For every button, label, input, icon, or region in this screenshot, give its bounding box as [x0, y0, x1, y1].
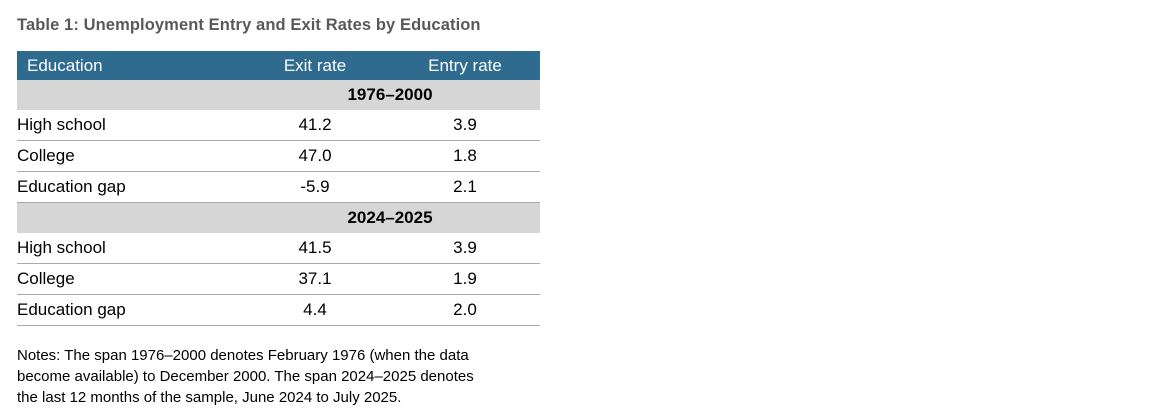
education-rates-table: Education Exit rate Entry rate 1976–2000… — [17, 51, 540, 326]
table-header-row: Education Exit rate Entry rate — [17, 51, 540, 80]
education-cell: College — [17, 263, 240, 295]
entry-rate-cell: 1.8 — [390, 140, 540, 172]
section-band-2024-2025: 2024–2025 — [17, 202, 540, 233]
education-cell: College — [17, 140, 240, 172]
exit-rate-cell: 41.2 — [240, 110, 390, 141]
entry-rate-cell: 2.0 — [390, 294, 540, 326]
section-label: 2024–2025 — [240, 202, 540, 233]
exit-rate-cell: 47.0 — [240, 140, 390, 172]
table-row: College 47.0 1.8 — [17, 140, 540, 172]
exit-rate-cell: 4.4 — [240, 294, 390, 326]
exit-rate-cell: 37.1 — [240, 263, 390, 295]
entry-rate-cell: 1.9 — [390, 263, 540, 295]
table-row: High school 41.5 3.9 — [17, 233, 540, 264]
education-cell: Education gap — [17, 294, 240, 326]
education-cell: High school — [17, 110, 240, 141]
section-label: 1976–2000 — [240, 80, 540, 110]
column-header-education: Education — [17, 51, 240, 80]
entry-rate-cell: 3.9 — [390, 233, 540, 264]
table-row: Education gap -5.9 2.1 — [17, 171, 540, 203]
table-row: Education gap 4.4 2.0 — [17, 294, 540, 326]
exit-rate-cell: 41.5 — [240, 233, 390, 264]
table-row: High school 41.2 3.9 — [17, 110, 540, 141]
section-band-spacer — [17, 202, 240, 233]
entry-rate-cell: 3.9 — [390, 110, 540, 141]
section-band-1976-2000: 1976–2000 — [17, 80, 540, 110]
column-header-exit-rate: Exit rate — [240, 51, 390, 80]
table-notes: Notes: The span 1976–2000 denotes Februa… — [17, 347, 474, 406]
page-title: Table 1: Unemployment Entry and Exit Rat… — [17, 16, 481, 34]
column-header-entry-rate: Entry rate — [390, 51, 540, 80]
education-cell: Education gap — [17, 171, 240, 203]
section-band-spacer — [17, 80, 240, 110]
exit-rate-cell: -5.9 — [240, 171, 390, 203]
education-cell: High school — [17, 233, 240, 264]
entry-rate-cell: 2.1 — [390, 171, 540, 203]
table-row: College 37.1 1.9 — [17, 263, 540, 295]
